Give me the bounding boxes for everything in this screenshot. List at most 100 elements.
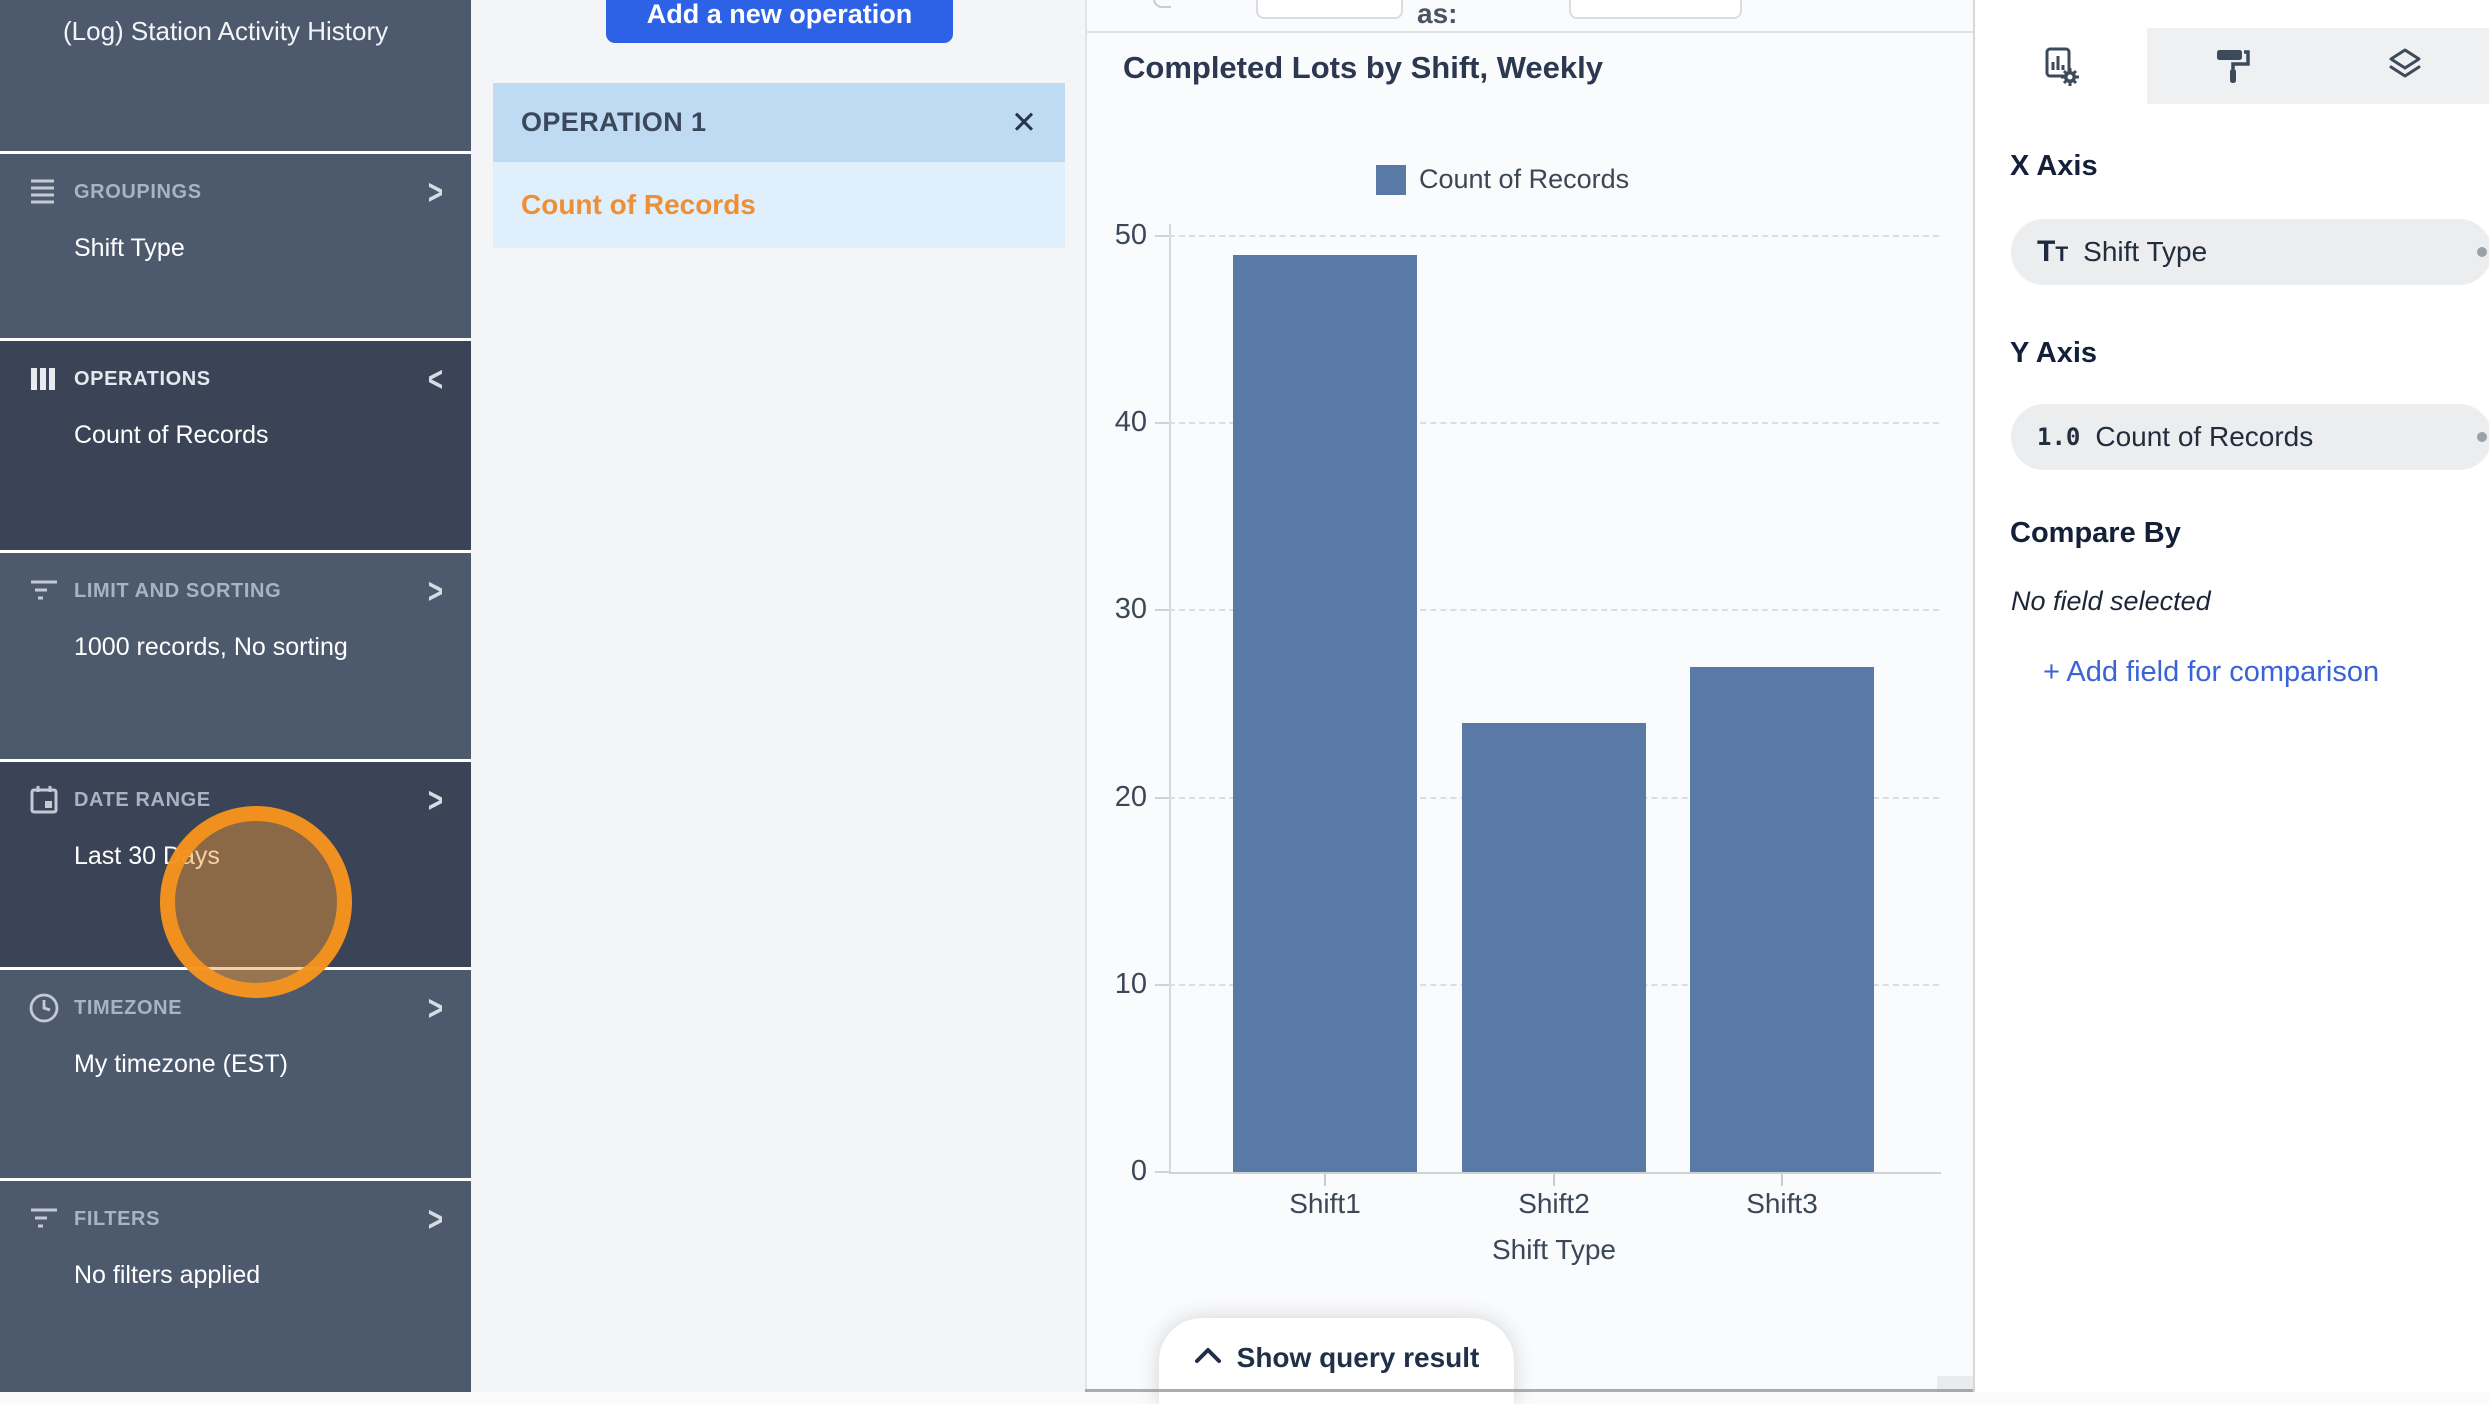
query-builder-sidebar: (Log) Station Activity History GROUPINGS… [0,0,471,1392]
x-axis-tick-label: Shift2 [1518,1188,1590,1219]
y-axis-tick [1155,1171,1169,1173]
legend-label: Count of Records [1419,164,1630,194]
sidebar-section-label: FILTERS [74,1207,161,1230]
legend-swatch [1376,164,1406,195]
text-type-icon: TT [2037,235,2069,268]
x-axis-tick [1553,1174,1555,1186]
sidebar-section-label: LIMIT AND SORTING [74,579,282,602]
y-axis-tick-label: 40 [1114,406,1147,439]
chart-legend[interactable]: Count of Records [1376,164,1629,195]
x-axis-title: Shift Type [1491,1234,1616,1265]
clock-icon [28,992,64,1024]
dataset-title: (Log) Station Activity History [63,16,389,46]
sidebar-section-limit-and-sorting[interactable]: LIMIT AND SORTING > 1000 records, No sor… [0,553,471,759]
chart-config-panel: X Axis TT Shift Type Y Axis 1.0 Count of… [1973,0,2489,1392]
tab-styling[interactable] [2147,28,2319,104]
layers-icon [2389,48,2421,78]
sidebar-section-value: Last 30 Days [74,842,220,870]
sidebar-section-timezone[interactable]: TIMEZONE > My timezone (EST) [0,970,471,1178]
bar-shift2[interactable] [1462,723,1646,1172]
chevron-icon[interactable]: > [427,1198,443,1239]
dataset-header[interactable]: (Log) Station Activity History [0,0,471,151]
chevron-icon[interactable]: > [427,171,443,212]
drag-handle-dot [2477,432,2487,442]
sort-lines-icon [28,575,64,607]
y-axis-tick-label: 10 [1114,967,1147,1000]
operation-title: OPERATION 1 [521,107,707,137]
sidebar-section-date-range[interactable]: DATE RANGE > Last 30 Days [0,762,471,967]
sidebar-section-label: DATE RANGE [74,788,211,811]
y-axis-tick [1155,422,1169,425]
x-axis-heading: X Axis [2010,150,2098,182]
x-axis-field-name: Shift Type [2083,236,2208,267]
bar-shift3[interactable] [1690,667,1874,1172]
y-axis-heading: Y Axis [2010,337,2098,369]
y-axis-tick [1155,609,1169,612]
add-field-for-comparison-link[interactable]: + Add field for comparison [2043,656,2380,688]
y-axis-tick-label: 20 [1114,780,1147,813]
y-axis-tick-label: 30 [1114,593,1147,626]
sidebar-section-value: Shift Type [74,234,185,262]
divider [1087,31,1973,33]
operations-column: Add a new operation OPERATION 1 ✕ Count … [471,0,1085,1392]
x-axis-line [1169,1172,1941,1174]
cropped-dropdown-fragment [1153,0,1171,8]
gridline-y50 [1169,235,1939,237]
y-axis-tick [1155,983,1169,986]
chevron-icon[interactable]: > [427,570,443,611]
gridline-y40 [1169,422,1939,425]
y-axis-tick-label: 50 [1114,219,1147,251]
chevron-icon[interactable]: < [427,358,443,399]
tab-chart-settings[interactable] [1975,28,2147,104]
y-axis-tick-label: 0 [1130,1155,1147,1187]
as-label: as: [1417,0,1458,29]
operation-card-body[interactable]: Count of Records [493,162,1065,248]
y-axis-tick [1155,235,1169,237]
sidebar-section-groupings[interactable]: GROUPINGS > Shift Type [0,154,471,338]
x-axis-tick [1781,1174,1783,1186]
config-tab-strip [1975,28,2489,104]
chart-settings-icon [2045,47,2079,86]
paint-roller-icon [2217,50,2250,83]
gridline-y30 [1169,609,1939,612]
chevron-icon[interactable]: > [427,987,443,1028]
sidebar-section-operations[interactable]: OPERATIONS < Count of Records [0,341,471,550]
operation-card-header[interactable]: OPERATION 1 ✕ [493,83,1065,162]
x-axis-tick-label: Shift1 [1289,1188,1361,1219]
calendar-icon [28,784,64,816]
close-icon[interactable]: ✕ [1011,105,1037,140]
toolbar-input-right[interactable] [1569,0,1742,19]
sidebar-section-value: My timezone (EST) [74,1050,288,1078]
sidebar-section-value: 1000 records, No sorting [74,633,348,661]
rows-icon [28,176,64,208]
y-axis-line [1169,224,1171,1174]
sidebar-section-label: TIMEZONE [74,996,183,1019]
sidebar-section-label: GROUPINGS [74,180,202,203]
tab-layers[interactable] [2319,28,2489,104]
bar-shift1[interactable] [1233,255,1417,1172]
chart-panel: as: Completed Lots by Shift, Weekly Coun… [1085,0,1973,1404]
operation-value: Count of Records [521,189,756,220]
y-axis-field-name: Count of Records [2095,421,2314,452]
filter-lines-icon [28,1203,64,1235]
x-axis-tick [1324,1174,1326,1186]
sidebar-section-label: OPERATIONS [74,367,211,390]
y-axis-tick [1155,796,1169,799]
sidebar-section-value: No filters applied [74,1261,261,1289]
compare-by-heading: Compare By [2010,517,2181,549]
scrollbar-corner [1937,1376,1973,1392]
window-bottom-edge [1085,1389,2489,1392]
chart-title: Completed Lots by Shift, Weekly [1123,50,1604,85]
compare-by-empty-text: No field selected [2011,586,2211,616]
columns-icon [28,363,64,395]
sidebar-section-filters[interactable]: FILTERS > No filters applied [0,1181,471,1392]
x-axis-tick-label: Shift3 [1746,1188,1818,1219]
chevron-icon[interactable]: > [427,779,443,820]
add-operation-button[interactable]: Add a new operation [606,0,953,43]
toolbar-input-left[interactable] [1256,0,1403,19]
y-axis-field-pill[interactable]: 1.0 Count of Records [2011,404,2489,470]
operation-card[interactable]: OPERATION 1 ✕ Count of Records [493,83,1065,248]
chevron-up-icon [1194,1348,1221,1363]
number-type-icon: 1.0 [2037,423,2081,451]
x-axis-field-pill[interactable]: TT Shift Type [2011,219,2489,285]
